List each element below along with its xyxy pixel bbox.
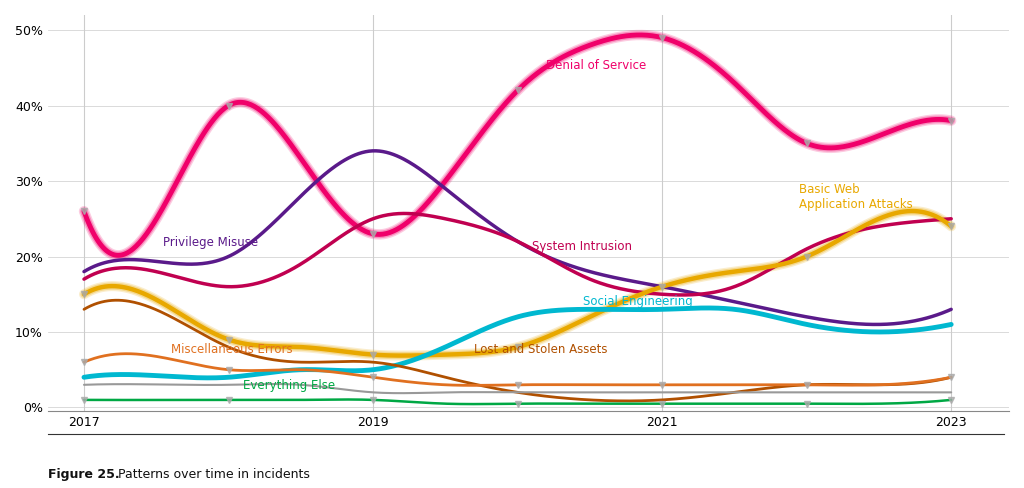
Text: Lost and Stolen Assets: Lost and Stolen Assets bbox=[474, 343, 607, 356]
Text: Patterns over time in incidents: Patterns over time in incidents bbox=[115, 468, 310, 482]
Text: Privilege Misuse: Privilege Misuse bbox=[164, 236, 259, 249]
Text: Miscellaneous Errors: Miscellaneous Errors bbox=[171, 343, 292, 356]
Text: Basic Web
Application Attacks: Basic Web Application Attacks bbox=[800, 183, 913, 211]
Text: Figure 25.: Figure 25. bbox=[48, 468, 120, 482]
Text: System Intrusion: System Intrusion bbox=[532, 240, 632, 253]
Text: Social Engineering: Social Engineering bbox=[583, 295, 692, 308]
Text: Denial of Service: Denial of Service bbox=[547, 59, 647, 72]
Text: Everything Else: Everything Else bbox=[243, 379, 335, 392]
